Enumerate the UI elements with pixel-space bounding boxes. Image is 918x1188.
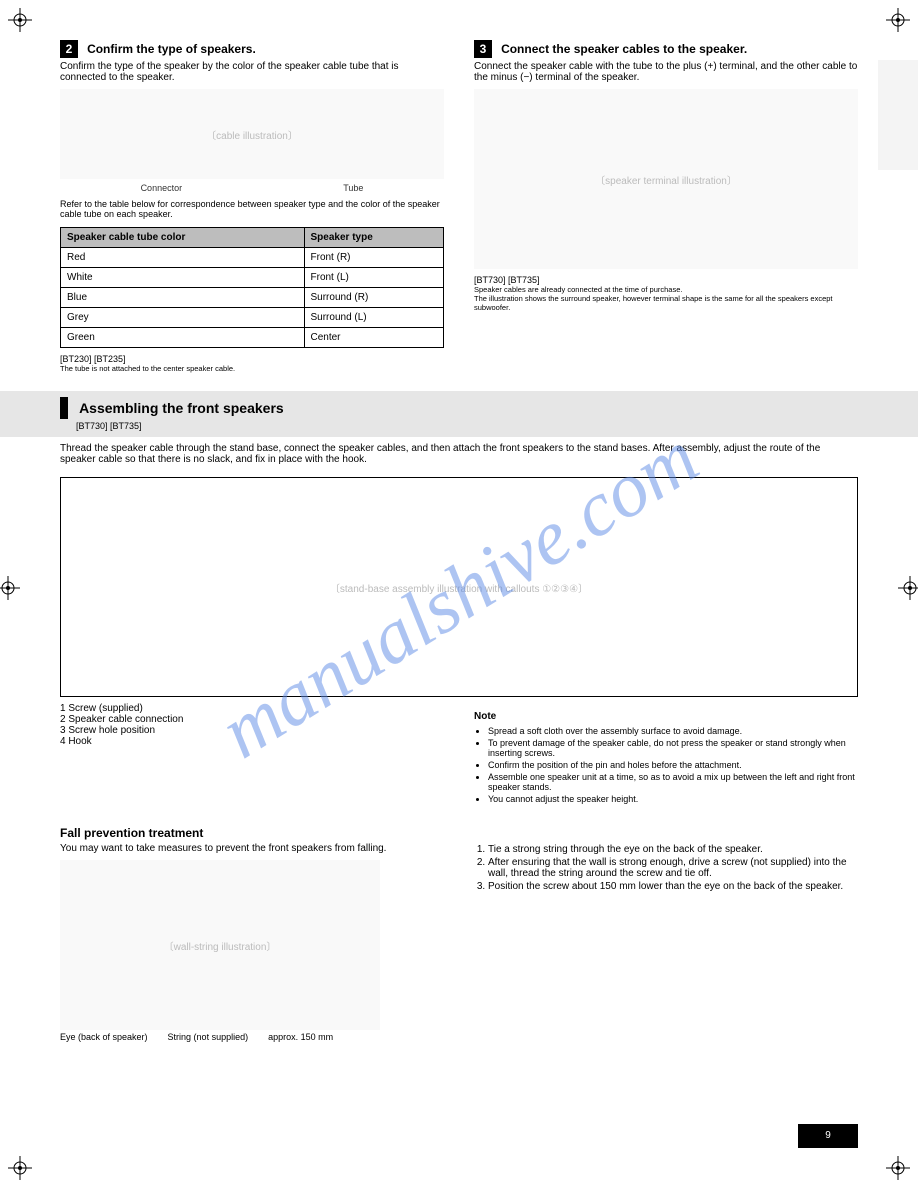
tube-note: Speaker cables are already connected at … [474,285,858,294]
regmark-icon [898,576,918,600]
model-tags: [BT730] [BT735] [474,275,540,285]
fall-prevention-section: Fall prevention treatment You may want t… [60,824,858,1042]
table-cell: Grey [61,308,305,328]
table-cell: Front (R) [304,248,444,268]
fall-steps: Tie a strong string through the eye on t… [474,844,858,892]
regmark-icon [886,1156,910,1180]
table-header: Speaker cable tube color [61,228,305,248]
list-item: Tie a strong string through the eye on t… [488,844,858,855]
page-number: 9 [798,1124,858,1148]
band-heading: Assembling the front speakers [BT730] [B… [0,391,918,437]
assembly-illustration: 〔stand-base assembly illustration with c… [60,477,858,697]
regmark-icon [8,1156,32,1180]
section-number-badge: 3 [474,40,492,58]
list-item: After ensuring that the wall is strong e… [488,857,858,879]
regmark-icon [886,8,910,32]
table-cell: Green [61,328,305,348]
fall-label-distance: approx. 150 mm [268,1032,333,1042]
right-caption: [BT730] [BT735] Speaker cables are alrea… [474,275,858,312]
tube-caption: [BT230] [BT235] The tube is not attached… [60,354,444,373]
table-header-row: Speaker cable tube color Speaker type [61,228,444,248]
table-cell: White [61,268,305,288]
list-item: To prevent damage of the speaker cable, … [488,738,858,758]
illus-labels: Connector Tube [60,183,444,193]
side-tab [878,60,918,170]
table-row: RedFront (R) [61,248,444,268]
list-item: Position the screw about 150 mm lower th… [488,881,858,892]
table-cell: Center [304,328,444,348]
left-column: 2 Confirm the type of speakers. Confirm … [60,40,444,373]
table-cell: Surround (R) [304,288,444,308]
section-lead: Confirm the type of the speaker by the c… [60,61,444,83]
assembly-intro: Thread the speaker cable through the sta… [60,443,858,465]
assembly-callout-list: 1 Screw (supplied) 2 Speaker cable conne… [60,703,444,806]
table-cell: Surround (L) [304,308,444,328]
note-list: Spread a soft cloth over the assembly su… [474,726,858,804]
table-cell: Front (L) [304,268,444,288]
fall-intro: You may want to take measures to prevent… [60,843,444,854]
ref-note: Refer to the table below for corresponde… [60,199,444,219]
section-number-badge: 2 [60,40,78,58]
note-heading: Note [474,711,858,722]
fall-labels: Eye (back of speaker) String (not suppli… [60,1032,380,1042]
section-heading: Confirm the type of speakers. [87,42,256,56]
fall-prevention-illustration: 〔wall-string illustration〕 [60,860,380,1030]
tube-note: The tube is not attached to the center s… [60,364,444,373]
list-item: Assemble one speaker unit at a time, so … [488,772,858,792]
assembly-text-columns: 1 Screw (supplied) 2 Speaker cable conne… [60,703,858,806]
section-heading: Connect the speaker cables to the speake… [501,42,747,56]
table-cell: Blue [61,288,305,308]
section-3-header: 3 Connect the speaker cables to the spea… [474,40,858,58]
fall-label-eye: Eye (back of speaker) [60,1032,148,1042]
regmark-icon [8,8,32,32]
top-columns: 2 Confirm the type of speakers. Confirm … [60,40,858,373]
table-row: BlueSurround (R) [61,288,444,308]
model-tags: [BT230] [BT235] [60,354,126,364]
list-item: You cannot adjust the speaker height. [488,794,858,804]
table-cell: Red [61,248,305,268]
label-connector: Connector [141,183,183,193]
regmark-icon [0,576,20,600]
band-title: Assembling the front speakers [79,400,284,416]
list-item: Confirm the position of the pin and hole… [488,760,858,770]
cable-illustration: 〔cable illustration〕 [60,89,444,179]
speaker-terminal-illustration: 〔speaker terminal illustration〕 [474,89,858,269]
list-item: Spread a soft cloth over the assembly su… [488,726,858,736]
label-tube: Tube [343,183,363,193]
section-2-header: 2 Confirm the type of speakers. [60,40,444,58]
fall-title: Fall prevention treatment [60,826,203,840]
color-table: Speaker cable tube color Speaker type Re… [60,227,444,348]
fall-label-string: String (not supplied) [168,1032,249,1042]
section-lead: Connect the speaker cable with the tube … [474,61,858,83]
assembly-notes-col: Note Spread a soft cloth over the assemb… [474,703,858,806]
table-row: WhiteFront (L) [61,268,444,288]
table-row: GreySurround (L) [61,308,444,328]
table-header: Speaker type [304,228,444,248]
tube-note: The illustration shows the surround spea… [474,294,858,312]
right-column: 3 Connect the speaker cables to the spea… [474,40,858,373]
table-row: GreenCenter [61,328,444,348]
band-sub: [BT730] [BT735] [76,421,858,431]
page: manualshive.com 2 Confirm the type of sp… [0,0,918,1188]
heading-bar-icon [60,397,68,419]
